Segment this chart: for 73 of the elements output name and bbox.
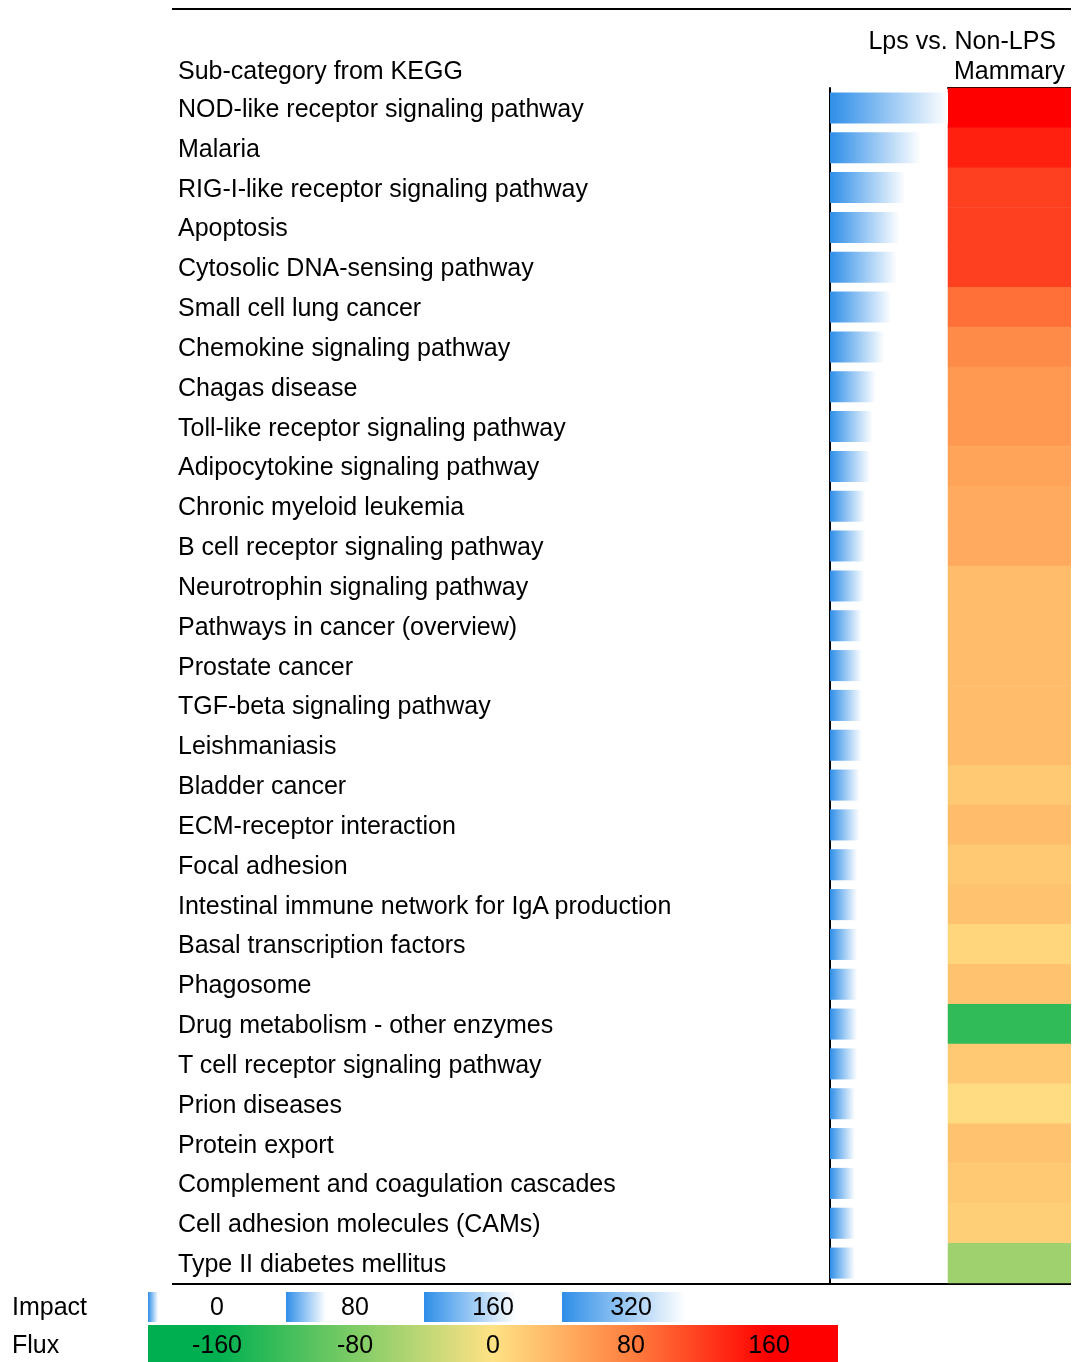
bar: [830, 291, 892, 323]
chart-title: Lps vs. Non-LPS: [868, 25, 1057, 54]
bar: [830, 1088, 855, 1120]
bar: [830, 650, 862, 682]
bar: [830, 968, 858, 1000]
color-bar-label: 160: [747, 1328, 791, 1360]
y-tick-label: Protein export: [178, 1129, 334, 1158]
bar: [830, 1167, 855, 1199]
y-tick-label: RIG-I-like receptor signaling pathway: [178, 173, 589, 202]
bar: [830, 251, 898, 283]
bar: [830, 1207, 855, 1239]
y-tick-label: Small cell lung cancer: [178, 293, 422, 322]
x-tick-label: Mammary: [953, 55, 1066, 84]
bar: [830, 411, 873, 443]
y-tick-label: NOD-like receptor signaling pathway: [178, 93, 585, 122]
y-tick-label: Prion diseases: [178, 1089, 342, 1118]
y-tick-label: Apoptosis: [178, 213, 288, 242]
y-tick-label: Leishmaniasis: [178, 731, 337, 760]
y-tick-label: Phagosome: [178, 970, 312, 999]
y-tick-label: Chronic myeloid leukemia: [178, 492, 465, 521]
bar: [830, 1247, 855, 1279]
text: 80: [341, 1292, 369, 1321]
y-tick-label: T cell receptor signaling pathway: [178, 1049, 543, 1078]
y-tick-label: Prostate cancer: [178, 651, 354, 680]
y-tick-label: Chemokine signaling pathway: [178, 332, 511, 361]
y-tick-label: Chagas disease: [178, 372, 358, 401]
bar: [830, 610, 862, 642]
y-tick-label: Focal adhesion: [178, 850, 348, 879]
bar: [830, 530, 866, 562]
y-tick-label: Basal transcription factors: [178, 930, 466, 959]
y-tick-label: Intestinal immune network for IgA production: [178, 890, 672, 919]
bar: [830, 172, 906, 204]
y-tick-label: Cell adhesion molecules (CAMs): [178, 1209, 541, 1238]
bar: [830, 132, 921, 164]
text: 160: [472, 1292, 514, 1321]
y-axis-title: Sub-category from KEGG: [178, 55, 463, 84]
color-bar-label: -80: [335, 1328, 375, 1360]
y-tick-label: ECM-receptor interaction: [178, 810, 456, 839]
bar: [830, 889, 858, 921]
bar: [830, 371, 877, 403]
color-bar-label: 0: [485, 1328, 501, 1360]
bar: [830, 1048, 858, 1080]
bar: [830, 570, 865, 602]
bar: [830, 928, 858, 960]
color-bar-label: -160: [190, 1328, 243, 1360]
y-tick-label: Adipocytokine signaling pathway: [178, 452, 540, 481]
color-bar-label: 80: [616, 1328, 646, 1360]
text: 0: [210, 1292, 224, 1321]
text: Impact: [11, 1292, 89, 1321]
y-tick-label: Malaria: [178, 133, 261, 162]
bar: [830, 809, 860, 841]
y-tick-label: Neurotrophin signaling pathway: [178, 571, 529, 600]
bar: [830, 1128, 855, 1160]
bar: [830, 450, 871, 482]
text: 320: [610, 1292, 652, 1321]
y-tick-label: Cytosolic DNA-sensing pathway: [178, 253, 535, 282]
y-tick-label: Bladder cancer: [178, 771, 347, 800]
bar: [830, 331, 885, 363]
y-tick-label: B cell receptor signaling pathway: [178, 532, 544, 561]
bar: [830, 849, 858, 881]
y-tick-label: Complement and coagulation cascades: [178, 1169, 616, 1198]
y-tick-label: Type II diabetes mellitus: [178, 1249, 447, 1278]
bar: [830, 769, 860, 801]
bar: [830, 490, 866, 522]
color-bar-title: Flux: [11, 1329, 61, 1359]
y-tick-label: Drug metabolism - other enzymes: [178, 1010, 554, 1039]
bar: [830, 211, 900, 243]
bar: [830, 1008, 858, 1040]
y-tick-label: Pathways in cancer (overview): [178, 611, 518, 640]
bar: [830, 689, 862, 721]
y-tick-label: TGF-beta signaling pathway: [178, 691, 492, 720]
y-tick-label: Toll-like receptor signaling pathway: [178, 412, 567, 441]
bar: [830, 729, 862, 761]
